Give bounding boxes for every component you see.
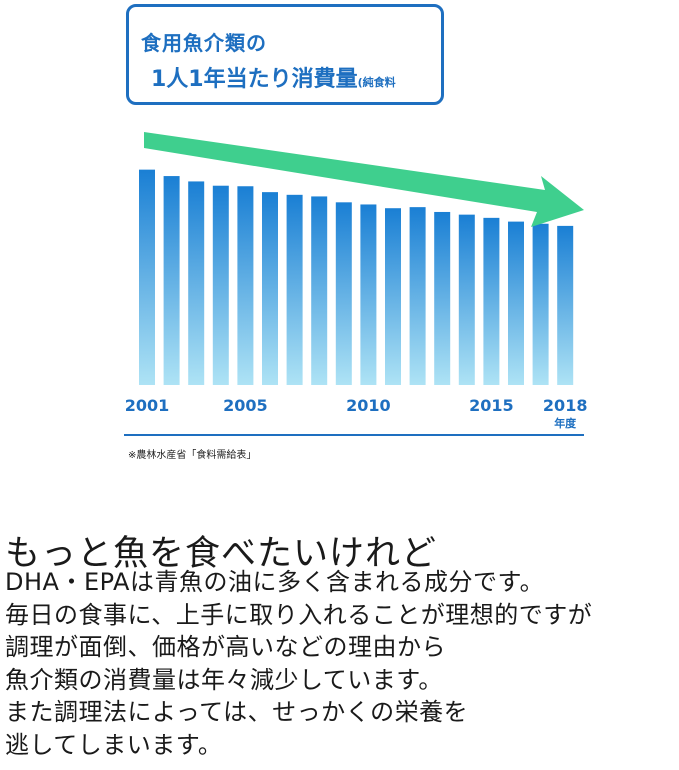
bar-2009 bbox=[335, 202, 352, 385]
bar-2007 bbox=[286, 194, 303, 385]
bar-2008 bbox=[311, 196, 328, 385]
x-unit-label: 年度 bbox=[554, 416, 577, 430]
bar-2018 bbox=[557, 225, 574, 385]
x-tick-labels: 2001 2005 2010 2015 2018 bbox=[125, 396, 588, 415]
bar-2006 bbox=[262, 192, 278, 385]
bar-2013 bbox=[434, 211, 451, 385]
x-tick-label: 2018 bbox=[543, 396, 588, 415]
body-line: 逃してしまいます。 bbox=[5, 730, 223, 759]
x-tick-label: 2015 bbox=[469, 396, 514, 415]
bar-2011 bbox=[385, 208, 401, 385]
chart-title-line1: 食用魚介類の bbox=[141, 31, 267, 55]
bar-2001 bbox=[139, 169, 155, 385]
bar-2017 bbox=[532, 223, 549, 385]
trend-arrow-icon bbox=[144, 132, 584, 227]
body-text: DHA・EPAは青魚の油に多く含まれる成分です。 毎日の食事に、上手に取り入れる… bbox=[5, 566, 592, 761]
chart-title-main: 1人1年当たり消費量 bbox=[151, 67, 358, 92]
chart-title-box: 食用魚介類の 1人1年当たり消費量(純食料 bbox=[126, 4, 444, 105]
bar-chart: 2001 2005 2010 2015 2018 年度 bbox=[124, 132, 588, 436]
bar-group bbox=[139, 169, 574, 385]
headline: もっと魚を食べたいけれど bbox=[5, 534, 438, 574]
source-note: ※農林水産省「食料需給表」 bbox=[128, 450, 257, 461]
bar-2015 bbox=[483, 217, 500, 385]
x-tick-label: 2010 bbox=[346, 396, 391, 415]
x-tick-label: 2001 bbox=[125, 396, 170, 415]
bar-2005 bbox=[237, 186, 254, 385]
bar-2010 bbox=[360, 204, 377, 385]
bar-2016 bbox=[508, 221, 524, 385]
bar-2012 bbox=[409, 207, 426, 385]
body-line: DHA・EPAは青魚の油に多く含まれる成分です。 bbox=[5, 568, 545, 596]
chart-title-unit: (純食料 bbox=[357, 76, 396, 89]
body-line: 毎日の食事に、上手に取り入れることが理想的ですが bbox=[5, 600, 593, 629]
body-line: 調理が面倒、価格が高いなどの理由から bbox=[5, 633, 446, 661]
body-line: また調理法によっては、せっかくの栄養を bbox=[5, 698, 469, 726]
body-line: 魚介類の消費量は年々減少しています。 bbox=[5, 665, 443, 694]
x-tick-label: 2005 bbox=[223, 396, 268, 415]
bar-2002 bbox=[163, 176, 180, 385]
chart-title-line2: 1人1年当たり消費量(純食料 bbox=[151, 61, 396, 93]
bar-2014 bbox=[458, 214, 475, 385]
bar-2003 bbox=[188, 181, 205, 385]
bar-2004 bbox=[212, 185, 229, 385]
